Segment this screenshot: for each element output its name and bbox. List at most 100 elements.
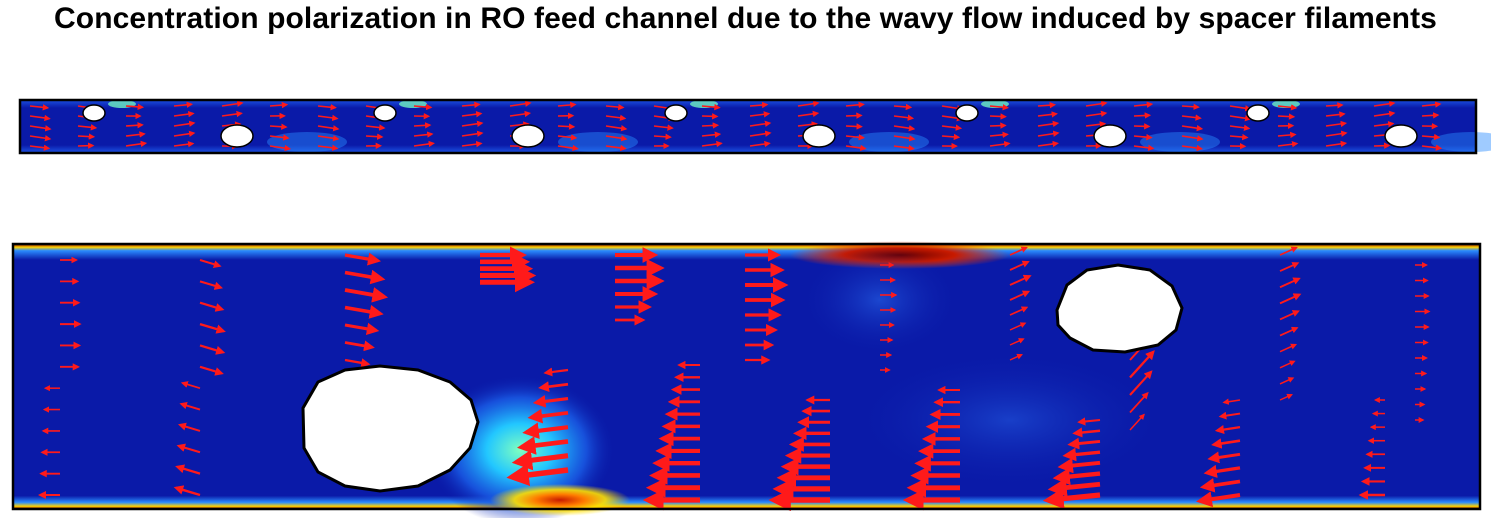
zoomed-arrow (1129, 413, 1145, 431)
zoomed-arrow (344, 322, 380, 335)
overview-arrow (1325, 130, 1348, 137)
zoomed-arrow (1077, 417, 1101, 426)
overview-arrow (989, 104, 1010, 111)
overview-arrow (413, 140, 435, 148)
overview-spacer-filaments (82, 104, 1418, 148)
overview-arrow (941, 124, 963, 131)
zoomed-channel-outline (11, 242, 1482, 511)
overview-arrow (1229, 133, 1249, 141)
overview-arrow (461, 101, 481, 109)
overview-arrow (1277, 104, 1298, 111)
overview-arrow (269, 101, 289, 109)
zoomed-arrow (1222, 398, 1241, 405)
zoomed-arrow (1211, 438, 1241, 449)
zoomed-arrow (1279, 246, 1298, 256)
overview-arrow (1037, 130, 1060, 137)
overview-arrow (221, 110, 243, 118)
zoomed-arrow (1203, 464, 1241, 478)
overview-arrow (1037, 111, 1058, 118)
zoomed-arrow (344, 252, 382, 266)
overview-arrow (1133, 112, 1152, 119)
overview-arrow (317, 114, 339, 122)
zoomed-arrow (538, 381, 569, 393)
upper-spacer-filament (1055, 263, 1184, 354)
zoomed-arrow (199, 280, 223, 290)
overview-arrow (1325, 140, 1348, 148)
zoomed-arrow (173, 485, 201, 497)
overview-arrow (509, 100, 532, 107)
overview-arrow (317, 125, 340, 132)
overview-arrow (797, 110, 820, 118)
overview-arrow (989, 113, 1007, 120)
overview-arrow (845, 123, 863, 130)
overview-filament-bottom (802, 124, 836, 148)
zoomed-arrow (344, 304, 384, 319)
zoomed-velocity-arrows (38, 246, 1431, 512)
overview-arrow (749, 111, 771, 118)
overview-arrow (1181, 135, 1204, 142)
zoomed-arrow (1009, 353, 1023, 361)
zoomed-channel-field (13, 244, 1480, 509)
zoomed-arrow (1279, 277, 1301, 289)
overview-arrow (605, 135, 628, 142)
zoomed-arrow (1009, 246, 1028, 256)
overview-arrow (29, 114, 51, 122)
overview-arrow (1085, 121, 1107, 128)
overview-plume (981, 100, 1009, 108)
overview-arrow (1037, 140, 1059, 148)
overview-arrow (749, 120, 772, 127)
overview-arrow (77, 124, 98, 131)
zoomed-arrow (1129, 391, 1149, 414)
zoomed-arrow (344, 358, 371, 368)
overview-arrow (317, 135, 340, 142)
zoomed-arrow (199, 259, 222, 268)
overview-filament-bottom (511, 124, 545, 148)
overview-arrow (749, 140, 771, 148)
overview-arrow (1133, 101, 1154, 108)
overview-arrow (893, 135, 916, 142)
overview-filament-top (955, 104, 979, 122)
overview-filament-top (1246, 104, 1270, 122)
overview-arrow (1421, 133, 1441, 141)
overview-arrow (1133, 133, 1153, 141)
overview-arrow (1277, 131, 1297, 139)
overview-arrow (365, 124, 386, 131)
zoomed-arrow (344, 269, 386, 285)
overview-arrow (125, 103, 145, 111)
zoomed-arrow (1279, 262, 1300, 272)
zoomed-channel-panel (11, 241, 1482, 518)
overview-arrow (317, 144, 339, 152)
zoomed-arrow (1218, 411, 1241, 420)
overview-arrow (749, 130, 772, 137)
zoomed-arrow (199, 344, 226, 355)
zoomed-arrow (1067, 437, 1101, 450)
overview-arrow (269, 134, 290, 141)
figure-title: Concentration polarization in RO feed ch… (54, 2, 1437, 35)
zoomed-arrow (1072, 427, 1101, 438)
overview-arrow (461, 111, 483, 118)
overview-arrow (893, 124, 916, 132)
overview-arrow (509, 110, 532, 118)
overview-plume (558, 132, 638, 152)
zoomed-arrow (1279, 310, 1300, 321)
overview-arrow (461, 130, 484, 137)
overview-filament-top (82, 104, 106, 122)
zoomed-arrow (1207, 451, 1241, 464)
overview-arrow (413, 103, 433, 111)
zoomed-arrow (1129, 350, 1155, 379)
zoomed-arrow (199, 301, 225, 312)
overview-arrow (893, 144, 915, 152)
zoomed-arrow (1057, 457, 1101, 474)
overview-arrow (893, 114, 915, 121)
zoomed-arrow (199, 322, 226, 334)
zoomed-arrow (1009, 260, 1030, 271)
zoomed-arrow (1009, 306, 1029, 316)
overview-plume (690, 100, 718, 108)
overview-arrow (1325, 102, 1344, 109)
overview-arrow (1229, 105, 1252, 112)
zoomed-arrow (1047, 478, 1101, 498)
zoomed-arrow (1009, 290, 1031, 301)
overview-arrow (413, 122, 432, 129)
zoomed-arrow (1009, 322, 1027, 331)
overview-arrow (269, 144, 292, 152)
